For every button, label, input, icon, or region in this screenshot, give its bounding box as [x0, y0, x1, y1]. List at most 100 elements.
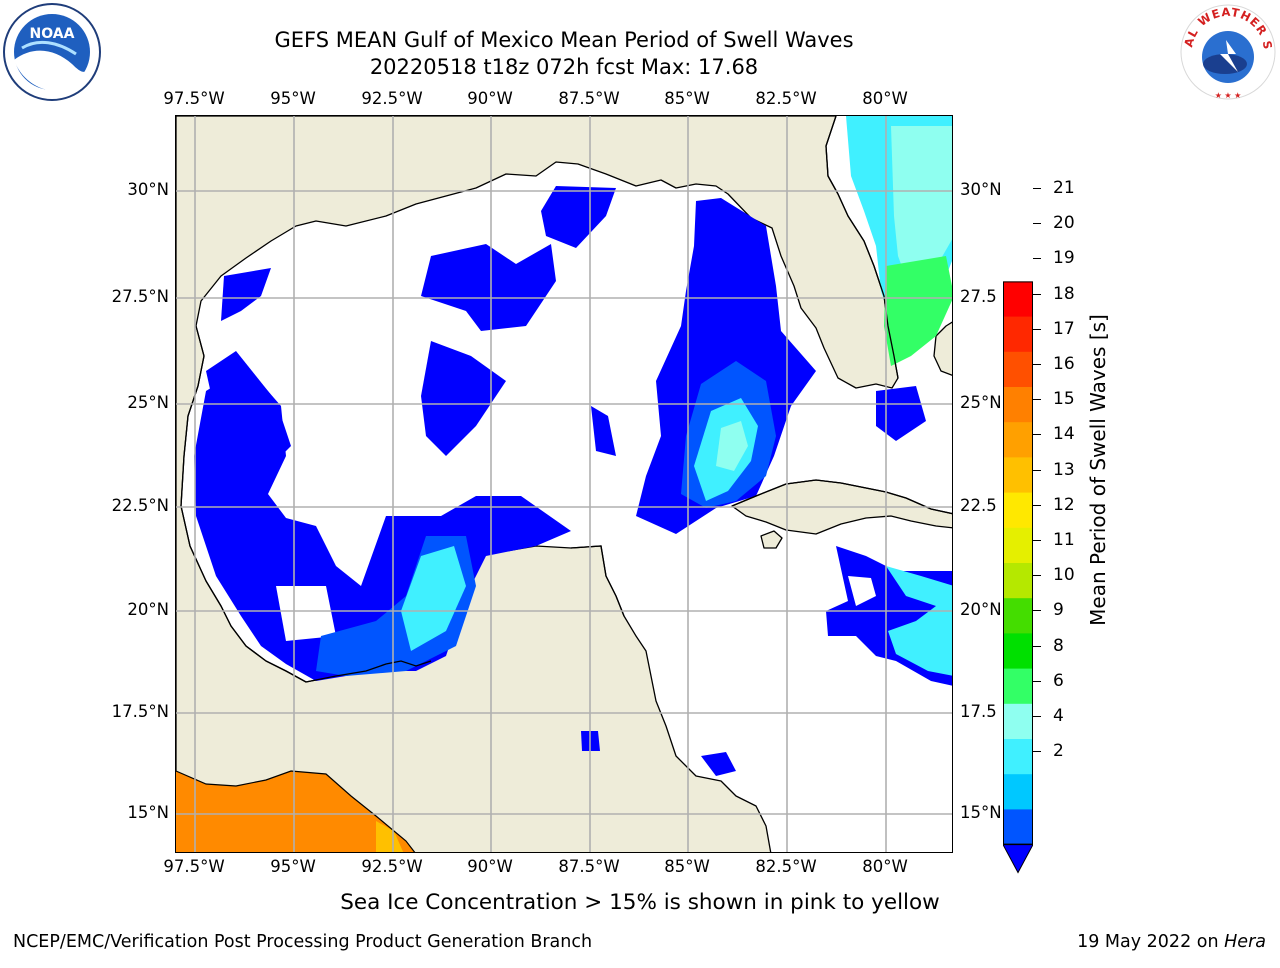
swell-north-block-3 — [541, 186, 616, 248]
lon-label-bottom: 87.5°W — [558, 857, 620, 876]
national-weather-service-logo: NATIONAL WEATHER SERVICE ★ ★ ★ — [1178, 2, 1276, 100]
colorbar-tick-mark — [1033, 751, 1041, 753]
lon-label-top: 92.5°W — [361, 89, 423, 108]
lon-label-top: 90°W — [467, 89, 513, 108]
swell-west-gap — [276, 586, 336, 641]
swell-contours — [194, 116, 952, 776]
swell-region-orange — [176, 771, 415, 852]
isla-de-la-juventud — [760, 530, 783, 549]
lon-label-top: 87.5°W — [558, 89, 620, 108]
colorbar-bin — [1003, 633, 1033, 670]
colorbar-tick-mark — [1033, 258, 1041, 260]
colorbar-tick-mark — [1033, 399, 1041, 401]
colorbar-bin — [1003, 492, 1033, 529]
lat-label-right: 30°N — [960, 180, 1002, 199]
swell-small-1 — [591, 406, 616, 456]
lat-label-right: 20°N — [960, 600, 1002, 619]
lon-label-top: 95°W — [270, 89, 316, 108]
colorbar-tick-label: 6 — [1053, 670, 1064, 691]
swell-caribbean-gap — [848, 576, 876, 606]
colorbar-tick-mark — [1033, 223, 1041, 225]
lat-label-right: 25°N — [960, 393, 1002, 412]
colorbar-tick-mark — [1033, 716, 1041, 717]
colorbar-label: Mean Period of Swell Waves [s] — [1086, 314, 1110, 626]
swell-north-block-1 — [221, 268, 271, 321]
swell-caribbean-6s — [886, 566, 952, 676]
svg-text:NOAA: NOAA — [30, 26, 75, 42]
map-panel — [175, 115, 953, 853]
lat-label-left: 22.5°N — [111, 496, 169, 515]
lat-label-left: 15°N — [127, 803, 169, 822]
colorbar-tick-label: 10 — [1053, 565, 1075, 586]
swell-west-6s — [401, 546, 466, 651]
colorbar-bin — [1003, 387, 1033, 423]
colorbar-bin — [1003, 563, 1033, 599]
lat-label-left: 17.5°N — [111, 702, 169, 721]
colorbar-tick-label: 11 — [1053, 530, 1075, 550]
lon-label-bottom: 90°W — [467, 857, 513, 876]
colorbar-bin — [1003, 351, 1033, 388]
colorbar-tick-mark — [1033, 504, 1041, 506]
colorbar-tick-mark — [1033, 610, 1041, 612]
lon-label-top: 82.5°W — [755, 89, 817, 108]
colorbar-tick-label: 12 — [1053, 494, 1075, 515]
lon-label-top: 80°W — [862, 89, 908, 108]
swell-atlantic-8s — [891, 126, 952, 291]
colorbar-bin — [1003, 281, 1033, 318]
colorbar-tick-label: 16 — [1053, 354, 1075, 374]
lat-label-left: 27.5°N — [111, 287, 169, 306]
colorbar-bin — [1003, 668, 1033, 705]
colorbar-tick-label: 9 — [1053, 600, 1064, 621]
plot-subtitle: 20220518 t18z 072h fcst Max: 17.68 — [369, 55, 759, 79]
colorbar-tick-mark — [1033, 328, 1041, 330]
colorbar-bin — [1003, 457, 1033, 494]
lat-label-left: 20°N — [127, 600, 169, 619]
colorbar-tick-mark — [1033, 188, 1041, 189]
colorbar-tick-mark — [1033, 364, 1041, 365]
swell-mid-block — [421, 341, 506, 456]
swell-honduras-patch — [701, 752, 736, 776]
colorbar-tick-mark — [1033, 575, 1041, 577]
colorbar-tick-mark — [1033, 434, 1041, 436]
swell-west-upper — [206, 351, 291, 471]
lat-label-left: 25°N — [127, 393, 169, 412]
lat-label-right: 27.5 — [960, 287, 997, 306]
graticule — [176, 116, 952, 852]
colorbar-outline — [1003, 281, 1033, 845]
colorbar — [1003, 281, 1033, 874]
bahamas — [933, 321, 952, 376]
footer-credit: NCEP/EMC/Verification Post Processing Pr… — [13, 932, 593, 952]
lon-label-bottom: 82.5°W — [755, 857, 817, 876]
colorbar-bin — [1003, 598, 1033, 634]
colorbar-tick-label: 13 — [1053, 459, 1075, 480]
swell-atlantic-9s — [884, 256, 952, 366]
lon-label-bottom: 97.5°W — [163, 857, 225, 876]
lon-label-bottom: 92.5°W — [361, 857, 423, 876]
colorbar-tick-mark — [1033, 645, 1041, 647]
colorbar-extend-min — [1003, 844, 1033, 874]
colorbar-tick-label: 18 — [1053, 283, 1075, 304]
footer-date: 19 May 2022 on Hera — [1077, 932, 1266, 952]
plot-title: GEFS MEAN Gulf of Mexico Mean Period of … — [274, 28, 854, 52]
lon-label-bottom: 95°W — [270, 857, 316, 876]
colorbar-tick-label: 17 — [1053, 318, 1075, 339]
lat-label-right: 17.5 — [960, 702, 997, 721]
colorbar-tick-mark — [1033, 293, 1041, 295]
colorbar-bin — [1003, 809, 1033, 846]
sea-ice-note: Sea Ice Concentration > 15% is shown in … — [340, 890, 940, 915]
noaa-logo: NOAA — [3, 3, 101, 101]
colorbar-tick-mark — [1033, 540, 1041, 541]
colorbar-tick-label: 19 — [1053, 248, 1075, 269]
swell-north-block-2 — [421, 244, 556, 331]
lat-label-right: 15°N — [960, 803, 1002, 822]
colorbar-bin — [1003, 774, 1033, 810]
colorbar-tick-label: 20 — [1053, 213, 1075, 234]
colorbar-bin — [1003, 739, 1033, 775]
colorbar-bin — [1003, 527, 1033, 564]
swell-region-amber — [376, 821, 404, 852]
colorbar-tick-label: 8 — [1053, 635, 1064, 656]
colorbar-bin — [1003, 422, 1033, 458]
colorbar-bin — [1003, 703, 1033, 740]
lat-label-left: 30°N — [127, 180, 169, 199]
swell-east-8s — [716, 421, 748, 471]
